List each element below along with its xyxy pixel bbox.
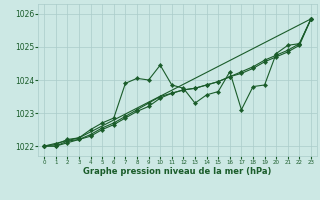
X-axis label: Graphe pression niveau de la mer (hPa): Graphe pression niveau de la mer (hPa) bbox=[84, 167, 272, 176]
